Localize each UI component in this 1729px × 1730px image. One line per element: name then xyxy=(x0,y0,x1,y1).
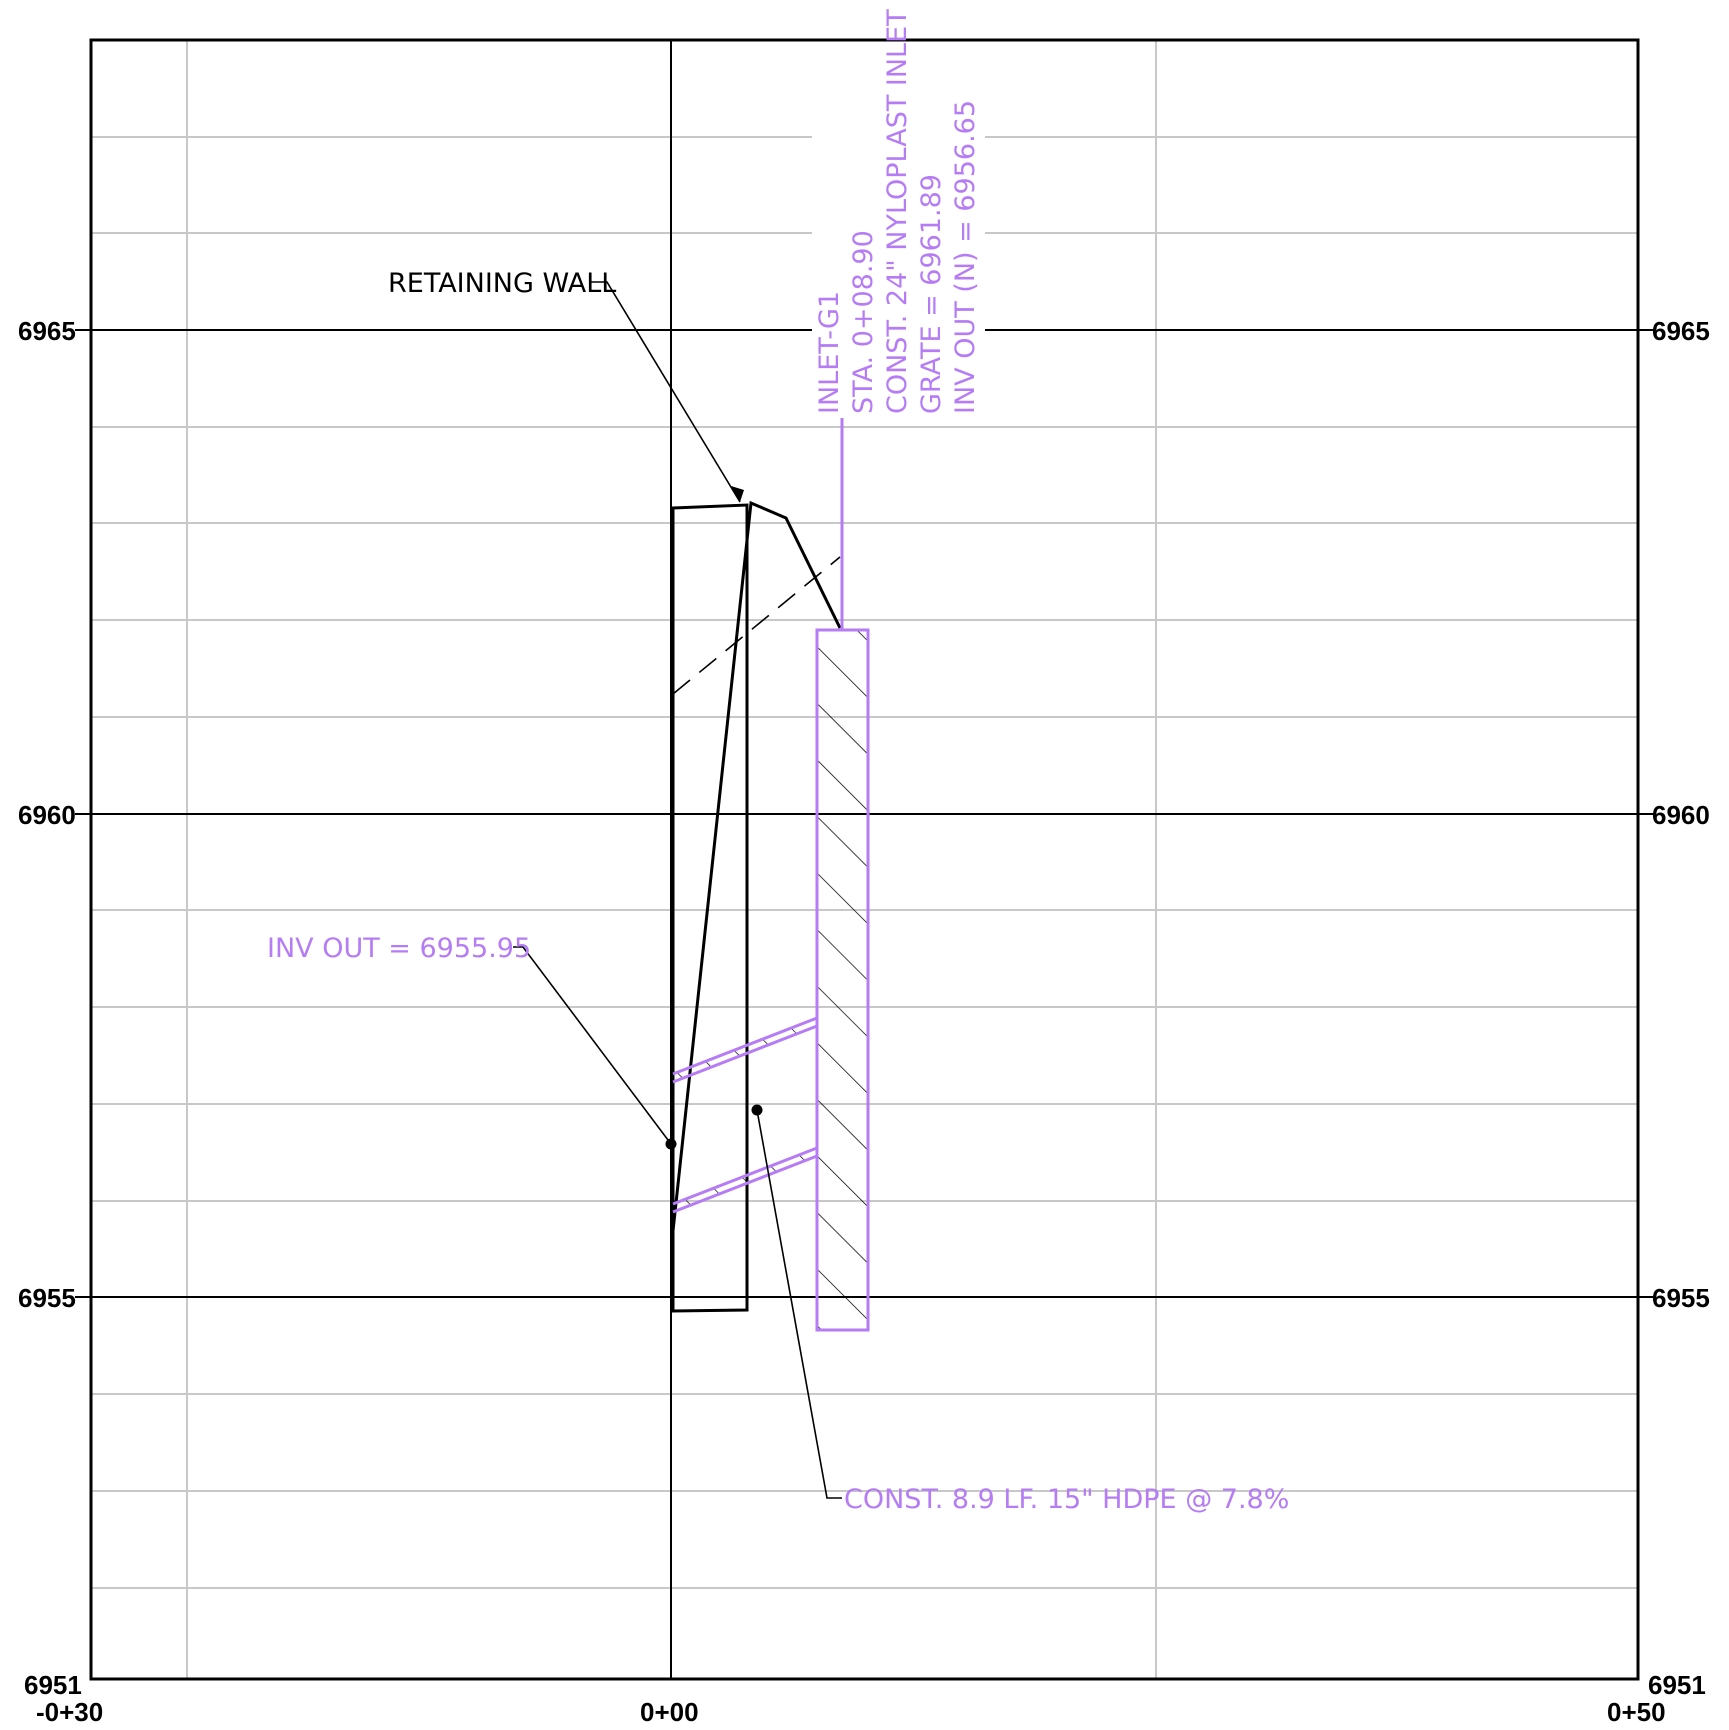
elevation-label: 6951 xyxy=(1648,1670,1706,1700)
elevation-label: 6960 xyxy=(18,800,76,830)
inlet-callout: INLET-G1 STA. 0+08.90 CONST. 24" NYLOPLA… xyxy=(812,9,985,418)
inlet-callout-line: INV OUT (N) = 6956.65 xyxy=(950,100,981,414)
left-elevation-labels: 6965 6960 6955 6951 xyxy=(18,316,82,1700)
station-label: 0+00 xyxy=(640,1697,699,1727)
inlet-callout-line: CONST. 24" NYLOPLAST INLET xyxy=(882,9,913,414)
elevation-label: 6955 xyxy=(1652,1283,1710,1313)
inlet-callout-line: GRATE = 6961.89 xyxy=(916,174,947,414)
retaining-wall-label: RETAINING WALL xyxy=(388,268,616,299)
inv-out-label: INV OUT = 6955.95 xyxy=(267,933,531,964)
station-labels: -0+30 0+00 0+50 xyxy=(36,1697,1666,1727)
profile-frame xyxy=(89,38,1640,1681)
right-elevation-labels: 6965 6960 6955 6951 xyxy=(1648,316,1710,1700)
hdpe-pipe xyxy=(672,1016,818,1214)
station-label: -0+30 xyxy=(36,1697,103,1727)
elevation-label: 6951 xyxy=(24,1670,82,1700)
leaders xyxy=(513,281,842,1499)
inlet-callout-line: INLET-G1 xyxy=(814,291,845,414)
pipe-label: CONST. 8.9 LF. 15" HDPE @ 7.8% xyxy=(844,1484,1289,1515)
inlet-structure xyxy=(815,48,870,1332)
elevation-label: 6955 xyxy=(18,1283,76,1313)
retaining-wall xyxy=(671,500,842,1313)
elevation-label: 6965 xyxy=(1652,316,1710,346)
elevation-label: 6960 xyxy=(1652,800,1710,830)
elevation-label: 6965 xyxy=(18,316,76,346)
station-label: 0+50 xyxy=(1607,1697,1666,1727)
inlet-callout-line: STA. 0+08.90 xyxy=(848,230,879,414)
